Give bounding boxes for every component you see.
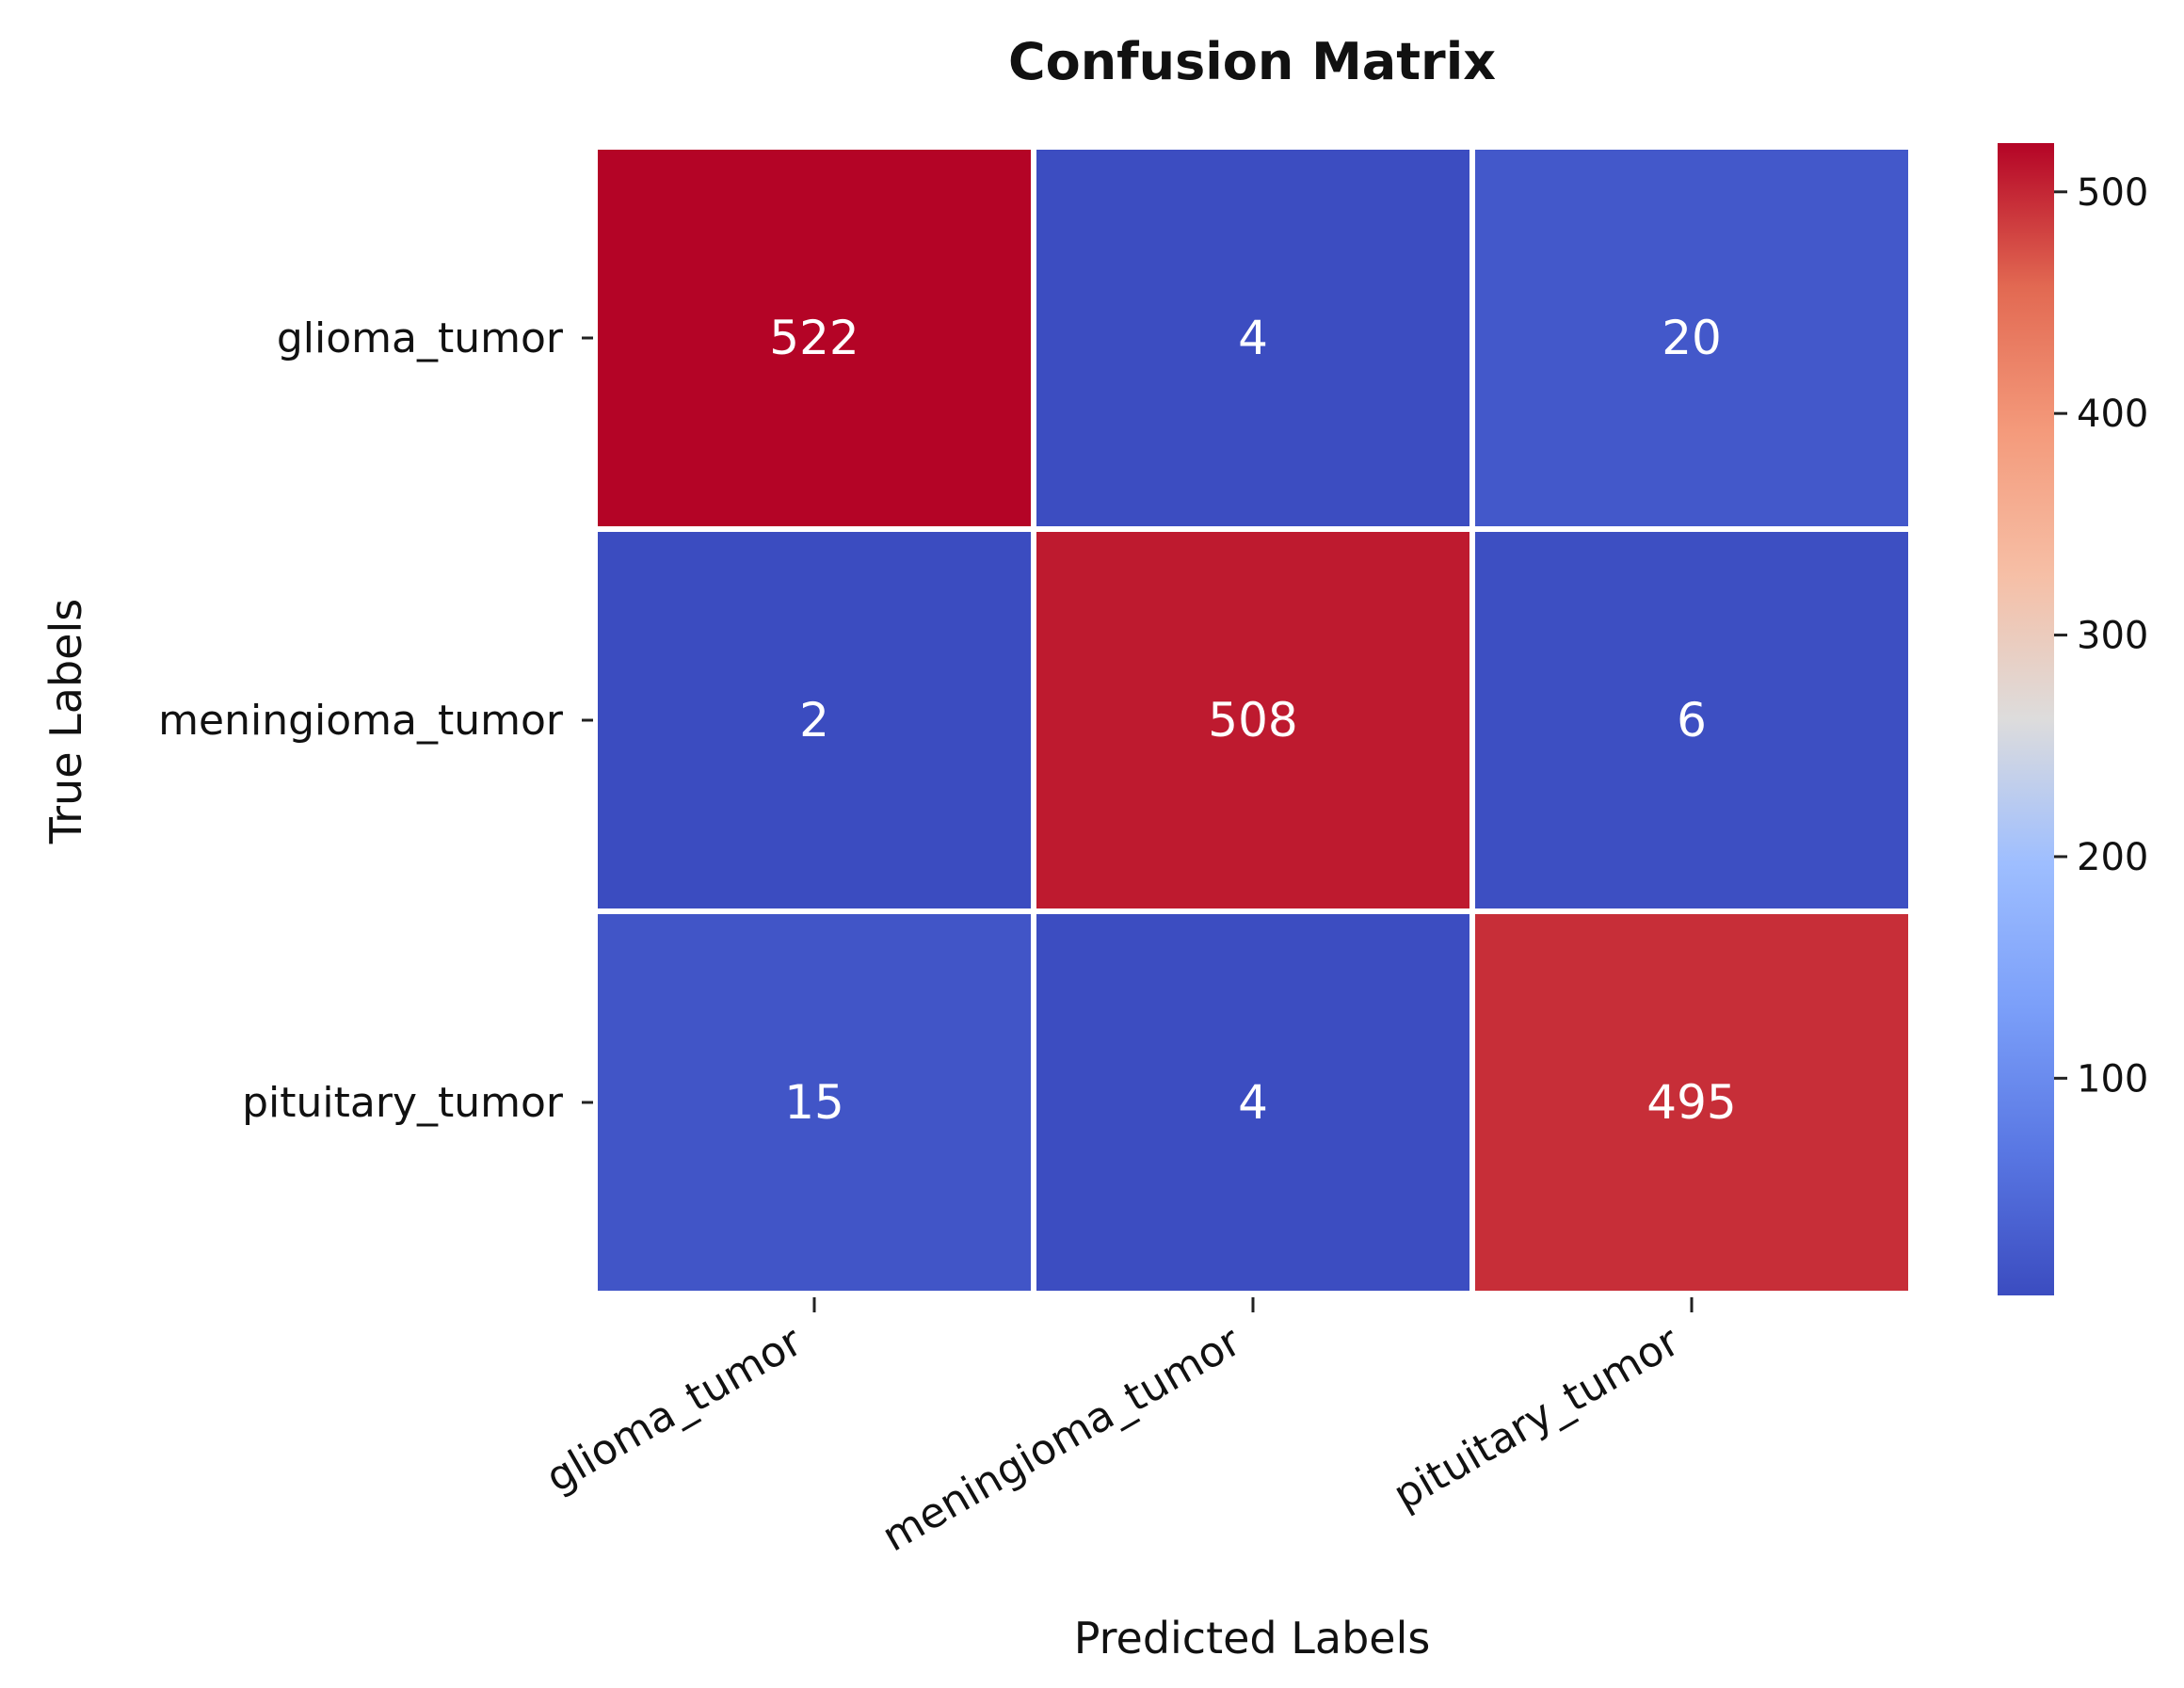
cell-value-label: 522: [769, 311, 859, 365]
y-tick-label: glioma_tumor: [277, 314, 564, 362]
heatmap-cell: [592, 908, 1036, 1296]
colorbar: [1998, 143, 2054, 1295]
cell-value-label: 6: [1677, 693, 1707, 748]
cell-value-label: 495: [1646, 1075, 1736, 1130]
x-tick-label: meningioma_tumor: [875, 1317, 1250, 1562]
colorbar-tick-label: 300: [2077, 615, 2148, 658]
heatmap-cell: [1469, 908, 1914, 1296]
y-tick-label: pituitary_tumor: [242, 1079, 564, 1127]
heatmap-cell: [1469, 526, 1914, 914]
x-axis-ticks: glioma_tumor meningioma_tumor pituitary_tu…: [538, 1297, 1694, 1562]
colorbar-tick-label: 200: [2077, 836, 2148, 879]
cell-value-label: 4: [1238, 1075, 1268, 1130]
colorbar-tick-label: 100: [2077, 1057, 2148, 1101]
x-tick-label: pituitary_tumor: [1386, 1317, 1688, 1519]
colorbar-ticks: 100 200 300 400 500: [2054, 171, 2148, 1101]
cell-value-label: 2: [799, 693, 829, 748]
heatmap-cell: [592, 526, 1036, 914]
cell-value-label: 15: [784, 1075, 844, 1130]
heatmap-cell: [1031, 144, 1475, 532]
heatmap-cells: [592, 144, 1914, 1296]
y-axis-ticks: glioma_tumor meningioma_tumor pituitary_tu…: [158, 314, 593, 1127]
chart-title: Confusion Matrix: [1008, 32, 1496, 91]
heatmap-cell: [1469, 144, 1914, 532]
x-tick-label: glioma_tumor: [538, 1317, 811, 1503]
y-axis-label: True Labels: [40, 599, 91, 844]
x-axis-label: Predicted Labels: [1074, 1613, 1431, 1664]
y-tick-label: meningioma_tumor: [158, 697, 564, 745]
heatmap-cell: [1031, 908, 1475, 1296]
cell-annotations: 522 4 20 2 508 6 15 4 495: [769, 311, 1736, 1130]
colorbar-tick-label: 400: [2077, 393, 2148, 436]
cell-value-label: 508: [1208, 693, 1297, 748]
cell-value-label: 4: [1238, 311, 1268, 365]
cell-value-label: 20: [1662, 311, 1722, 365]
heatmap-cell: [592, 144, 1036, 532]
colorbar-tick-label: 500: [2077, 171, 2148, 215]
